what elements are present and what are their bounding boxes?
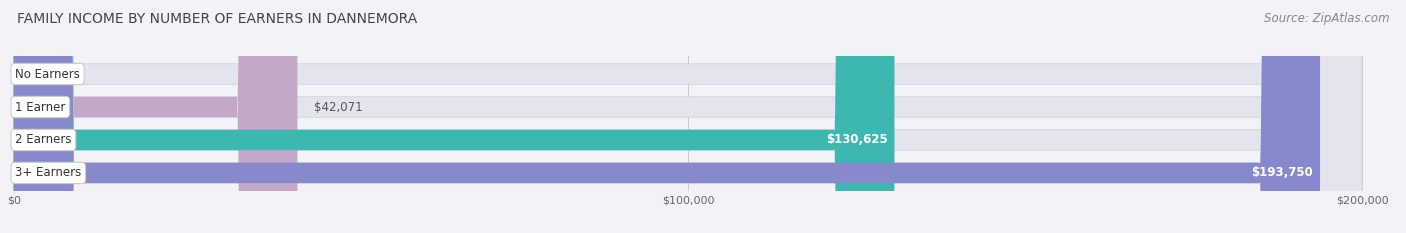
Text: Source: ZipAtlas.com: Source: ZipAtlas.com: [1264, 12, 1389, 25]
Text: $130,625: $130,625: [825, 134, 887, 147]
FancyBboxPatch shape: [14, 0, 894, 233]
Text: $193,750: $193,750: [1251, 166, 1313, 179]
FancyBboxPatch shape: [14, 0, 1320, 233]
Text: $42,071: $42,071: [314, 100, 363, 113]
FancyBboxPatch shape: [14, 0, 1362, 233]
FancyBboxPatch shape: [14, 0, 298, 233]
Text: 2 Earners: 2 Earners: [15, 134, 72, 147]
Text: FAMILY INCOME BY NUMBER OF EARNERS IN DANNEMORA: FAMILY INCOME BY NUMBER OF EARNERS IN DA…: [17, 12, 418, 26]
FancyBboxPatch shape: [14, 0, 1362, 233]
Text: 3+ Earners: 3+ Earners: [15, 166, 82, 179]
FancyBboxPatch shape: [14, 0, 1362, 233]
Text: 1 Earner: 1 Earner: [15, 100, 66, 113]
Text: No Earners: No Earners: [15, 68, 80, 81]
FancyBboxPatch shape: [14, 0, 1362, 233]
Text: $0: $0: [30, 68, 45, 81]
